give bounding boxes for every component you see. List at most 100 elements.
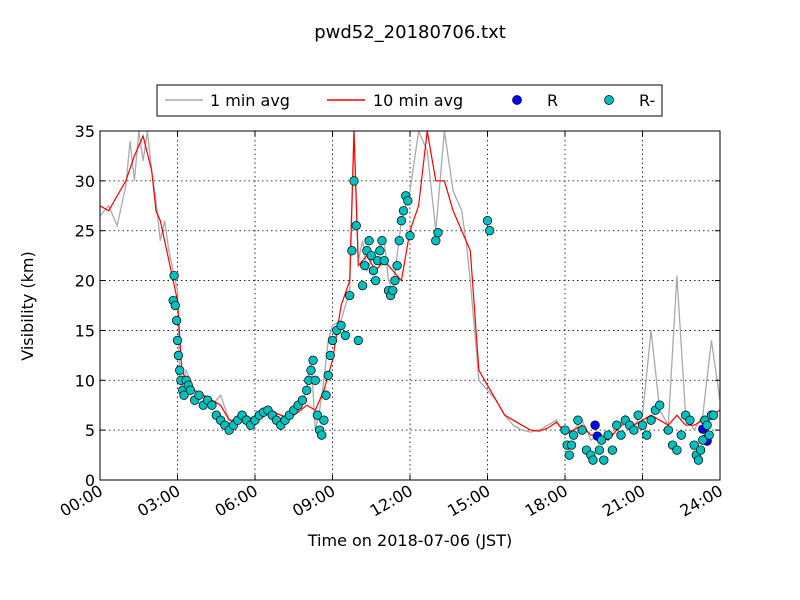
point-r-minus bbox=[377, 236, 387, 246]
point-r-minus bbox=[708, 410, 719, 420]
legend-box bbox=[156, 84, 663, 117]
x-tick-label: 06:00 bbox=[212, 481, 261, 521]
point-r-minus bbox=[171, 315, 182, 326]
point-r-minus bbox=[370, 275, 381, 286]
point-r-minus bbox=[340, 330, 351, 341]
point-r-minus bbox=[564, 450, 574, 460]
point-r-minus bbox=[392, 260, 402, 271]
legend-marker-r-minus bbox=[604, 95, 614, 105]
point-r-minus bbox=[327, 335, 338, 346]
point-r-minus bbox=[345, 290, 355, 301]
point-r-minus bbox=[310, 375, 320, 385]
point-r-minus bbox=[308, 355, 318, 365]
point-r-minus bbox=[368, 265, 379, 276]
point-r-minus bbox=[663, 425, 673, 435]
axis-ticks: 00:00 03:00 06:00 09:00 12:00 15:00 18:00 21:00… bbox=[57, 122, 726, 521]
point-r-minus bbox=[629, 425, 639, 435]
x-tick-label: 24:00 bbox=[677, 481, 726, 521]
point-r-minus bbox=[312, 410, 323, 420]
point-r-minus bbox=[568, 430, 579, 440]
point-r-minus bbox=[676, 430, 686, 440]
point-r bbox=[590, 420, 600, 430]
point-r-minus bbox=[431, 236, 441, 246]
point-r-minus bbox=[302, 385, 312, 395]
x-tick-label: 18:00 bbox=[522, 481, 571, 521]
point-r-minus bbox=[394, 236, 404, 246]
point-r-minus bbox=[173, 350, 184, 361]
point-r-minus bbox=[396, 216, 407, 226]
point-r-minus bbox=[169, 270, 179, 281]
point-r-minus bbox=[577, 425, 587, 435]
point-r-minus bbox=[319, 415, 329, 425]
point-r-minus bbox=[702, 420, 712, 430]
point-r-minus bbox=[398, 206, 409, 216]
y-tick-label: 0 bbox=[85, 471, 95, 490]
point-r-minus bbox=[323, 370, 333, 380]
legend-label-10min: 10 min avg bbox=[373, 91, 463, 110]
y-axis-label: Visibility (km) bbox=[18, 251, 37, 360]
point-r-minus bbox=[172, 335, 183, 346]
y-tick-label: 15 bbox=[75, 321, 95, 340]
point-r-minus bbox=[405, 231, 415, 241]
point-r-minus bbox=[375, 246, 385, 256]
x-tick-label: 03:00 bbox=[134, 481, 183, 521]
point-r-minus bbox=[388, 285, 398, 296]
point-r-minus bbox=[357, 280, 368, 291]
x-tick-label: 21:00 bbox=[599, 481, 648, 521]
point-r-minus bbox=[693, 455, 704, 465]
point-r-minus bbox=[637, 420, 648, 430]
legend: 1 min avg 10 min avg R R- bbox=[156, 84, 663, 117]
point-r-minus bbox=[336, 320, 346, 331]
point-r-minus bbox=[646, 415, 656, 425]
point-r-minus bbox=[366, 250, 376, 261]
point-r-minus bbox=[403, 196, 413, 206]
point-r-minus bbox=[306, 365, 316, 375]
point-r-minus bbox=[207, 400, 217, 410]
x-axis-label: Time on 2018-07-06 (JST) bbox=[307, 531, 512, 550]
point-r-minus bbox=[695, 445, 706, 455]
point-r-minus bbox=[351, 221, 361, 231]
y-tick-label: 35 bbox=[75, 122, 95, 141]
chart-title: pwd52_20180706.txt bbox=[314, 22, 506, 43]
point-r-minus bbox=[704, 430, 714, 440]
point-r-minus bbox=[603, 430, 613, 440]
point-r-minus bbox=[170, 300, 180, 311]
point-r-minus bbox=[685, 415, 695, 425]
point-r-minus bbox=[317, 430, 327, 440]
point-r-minus bbox=[347, 246, 357, 256]
point-r-minus bbox=[379, 255, 389, 266]
point-r-minus bbox=[321, 390, 331, 400]
point-r-minus bbox=[689, 440, 699, 450]
x-tick-label: 12:00 bbox=[367, 481, 416, 521]
point-r-minus bbox=[485, 226, 495, 236]
point-r-minus bbox=[642, 430, 652, 440]
y-tick-label: 5 bbox=[85, 421, 95, 440]
point-r-minus bbox=[560, 425, 570, 435]
point-r-minus bbox=[353, 335, 363, 346]
point-r-minus bbox=[616, 430, 626, 440]
point-r-minus bbox=[573, 415, 583, 425]
point-r-minus bbox=[364, 236, 374, 246]
point-r-minus bbox=[185, 385, 196, 395]
legend-label-1min: 1 min avg bbox=[210, 91, 290, 110]
x-tick-label: 00:00 bbox=[57, 481, 106, 521]
point-r-minus bbox=[175, 365, 185, 375]
y-tick-label: 25 bbox=[75, 222, 95, 241]
point-r-minus bbox=[599, 455, 609, 465]
point-r-minus bbox=[194, 390, 204, 400]
point-r-minus bbox=[698, 435, 708, 445]
point-r-minus bbox=[179, 390, 189, 400]
point-r-minus bbox=[349, 176, 359, 186]
point-r-minus bbox=[325, 350, 335, 361]
legend-label-r-minus: R- bbox=[639, 91, 655, 110]
legend-label-r: R bbox=[547, 91, 558, 110]
point-r-minus bbox=[297, 395, 308, 405]
point-r-minus bbox=[566, 440, 577, 450]
legend-marker-r bbox=[512, 95, 522, 105]
series-layer bbox=[100, 131, 720, 465]
x-tick-label: 15:00 bbox=[444, 481, 493, 521]
point-r-minus bbox=[433, 228, 443, 238]
point-r-minus bbox=[360, 260, 370, 271]
point-r-minus bbox=[390, 275, 400, 286]
